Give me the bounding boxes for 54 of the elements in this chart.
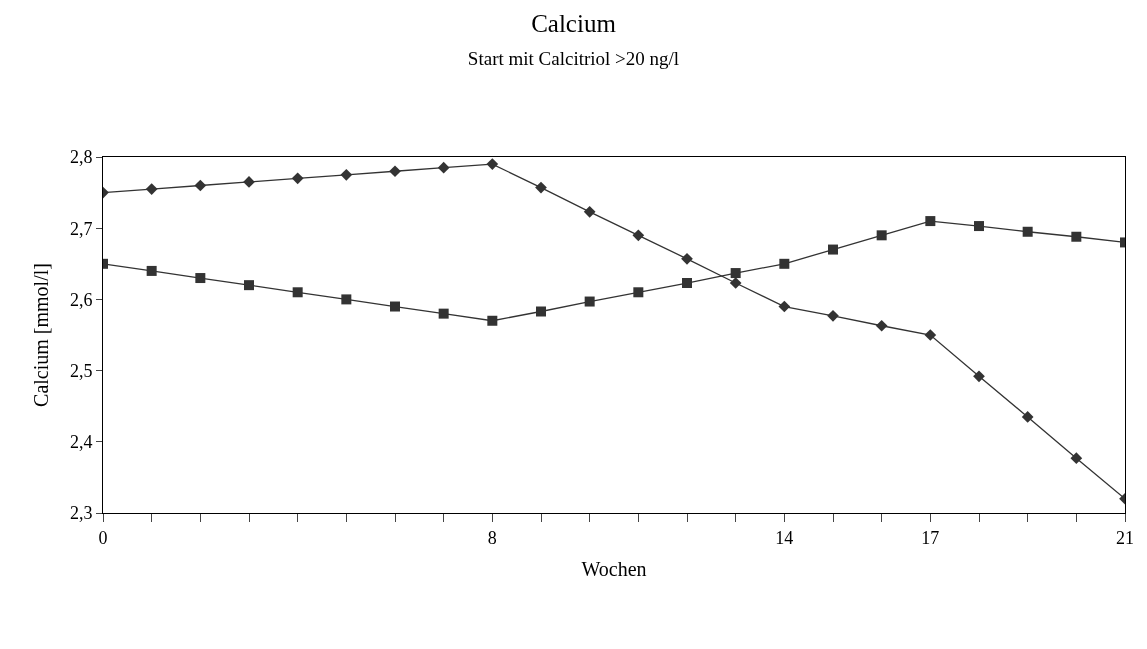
point: [389, 165, 401, 178]
y-tick-label: 2,5: [69, 360, 93, 381]
point: [292, 287, 303, 298]
point: [486, 158, 499, 170]
point: [145, 183, 158, 195]
point: [535, 181, 547, 194]
point: [437, 161, 450, 174]
chart-title: Calcium: [531, 10, 617, 38]
y-tick-label: 2,4: [69, 432, 93, 453]
y-tick-label: 2,6: [69, 289, 93, 310]
point: [828, 244, 838, 255]
point: [1022, 226, 1033, 237]
point: [146, 265, 157, 276]
point: [194, 179, 207, 192]
x-tick-label: 0: [98, 527, 108, 548]
point: [778, 300, 791, 313]
point: [779, 258, 790, 269]
point: [973, 370, 985, 383]
point: [681, 252, 693, 265]
point: [340, 168, 353, 181]
point: [730, 268, 741, 279]
x-tick-label: 21: [1116, 527, 1134, 548]
x-tick-label: 8: [487, 527, 497, 548]
point: [924, 329, 937, 341]
x-tick-label: 17: [921, 527, 940, 548]
point: [438, 308, 449, 319]
point: [1070, 452, 1083, 465]
y-tick-label: 2,8: [69, 147, 93, 168]
point: [974, 221, 984, 232]
point: [583, 205, 596, 218]
point: [195, 273, 206, 284]
y-tick-label: 2,7: [69, 218, 93, 239]
point: [632, 229, 645, 242]
point: [487, 315, 498, 326]
point: [1021, 411, 1034, 423]
point: [875, 319, 888, 332]
point: [729, 277, 742, 289]
y-axis-title: Calcium [mmol/l]: [30, 263, 53, 407]
point: [341, 294, 352, 305]
point: [291, 172, 304, 185]
point: [633, 287, 644, 298]
y-tick-label: 2,3: [69, 503, 93, 524]
point: [584, 296, 595, 307]
point: [1071, 231, 1082, 242]
point: [925, 216, 936, 227]
chart-subtitle: Start mit Calcitriol >20 ng/l: [467, 47, 680, 69]
point: [244, 280, 254, 291]
point: [682, 278, 692, 289]
point: [536, 306, 546, 317]
x-axis-title: Wochen: [581, 558, 647, 581]
point: [390, 301, 400, 312]
point: [827, 309, 839, 322]
x-tick-label: 14: [775, 527, 794, 548]
point: [876, 230, 887, 241]
